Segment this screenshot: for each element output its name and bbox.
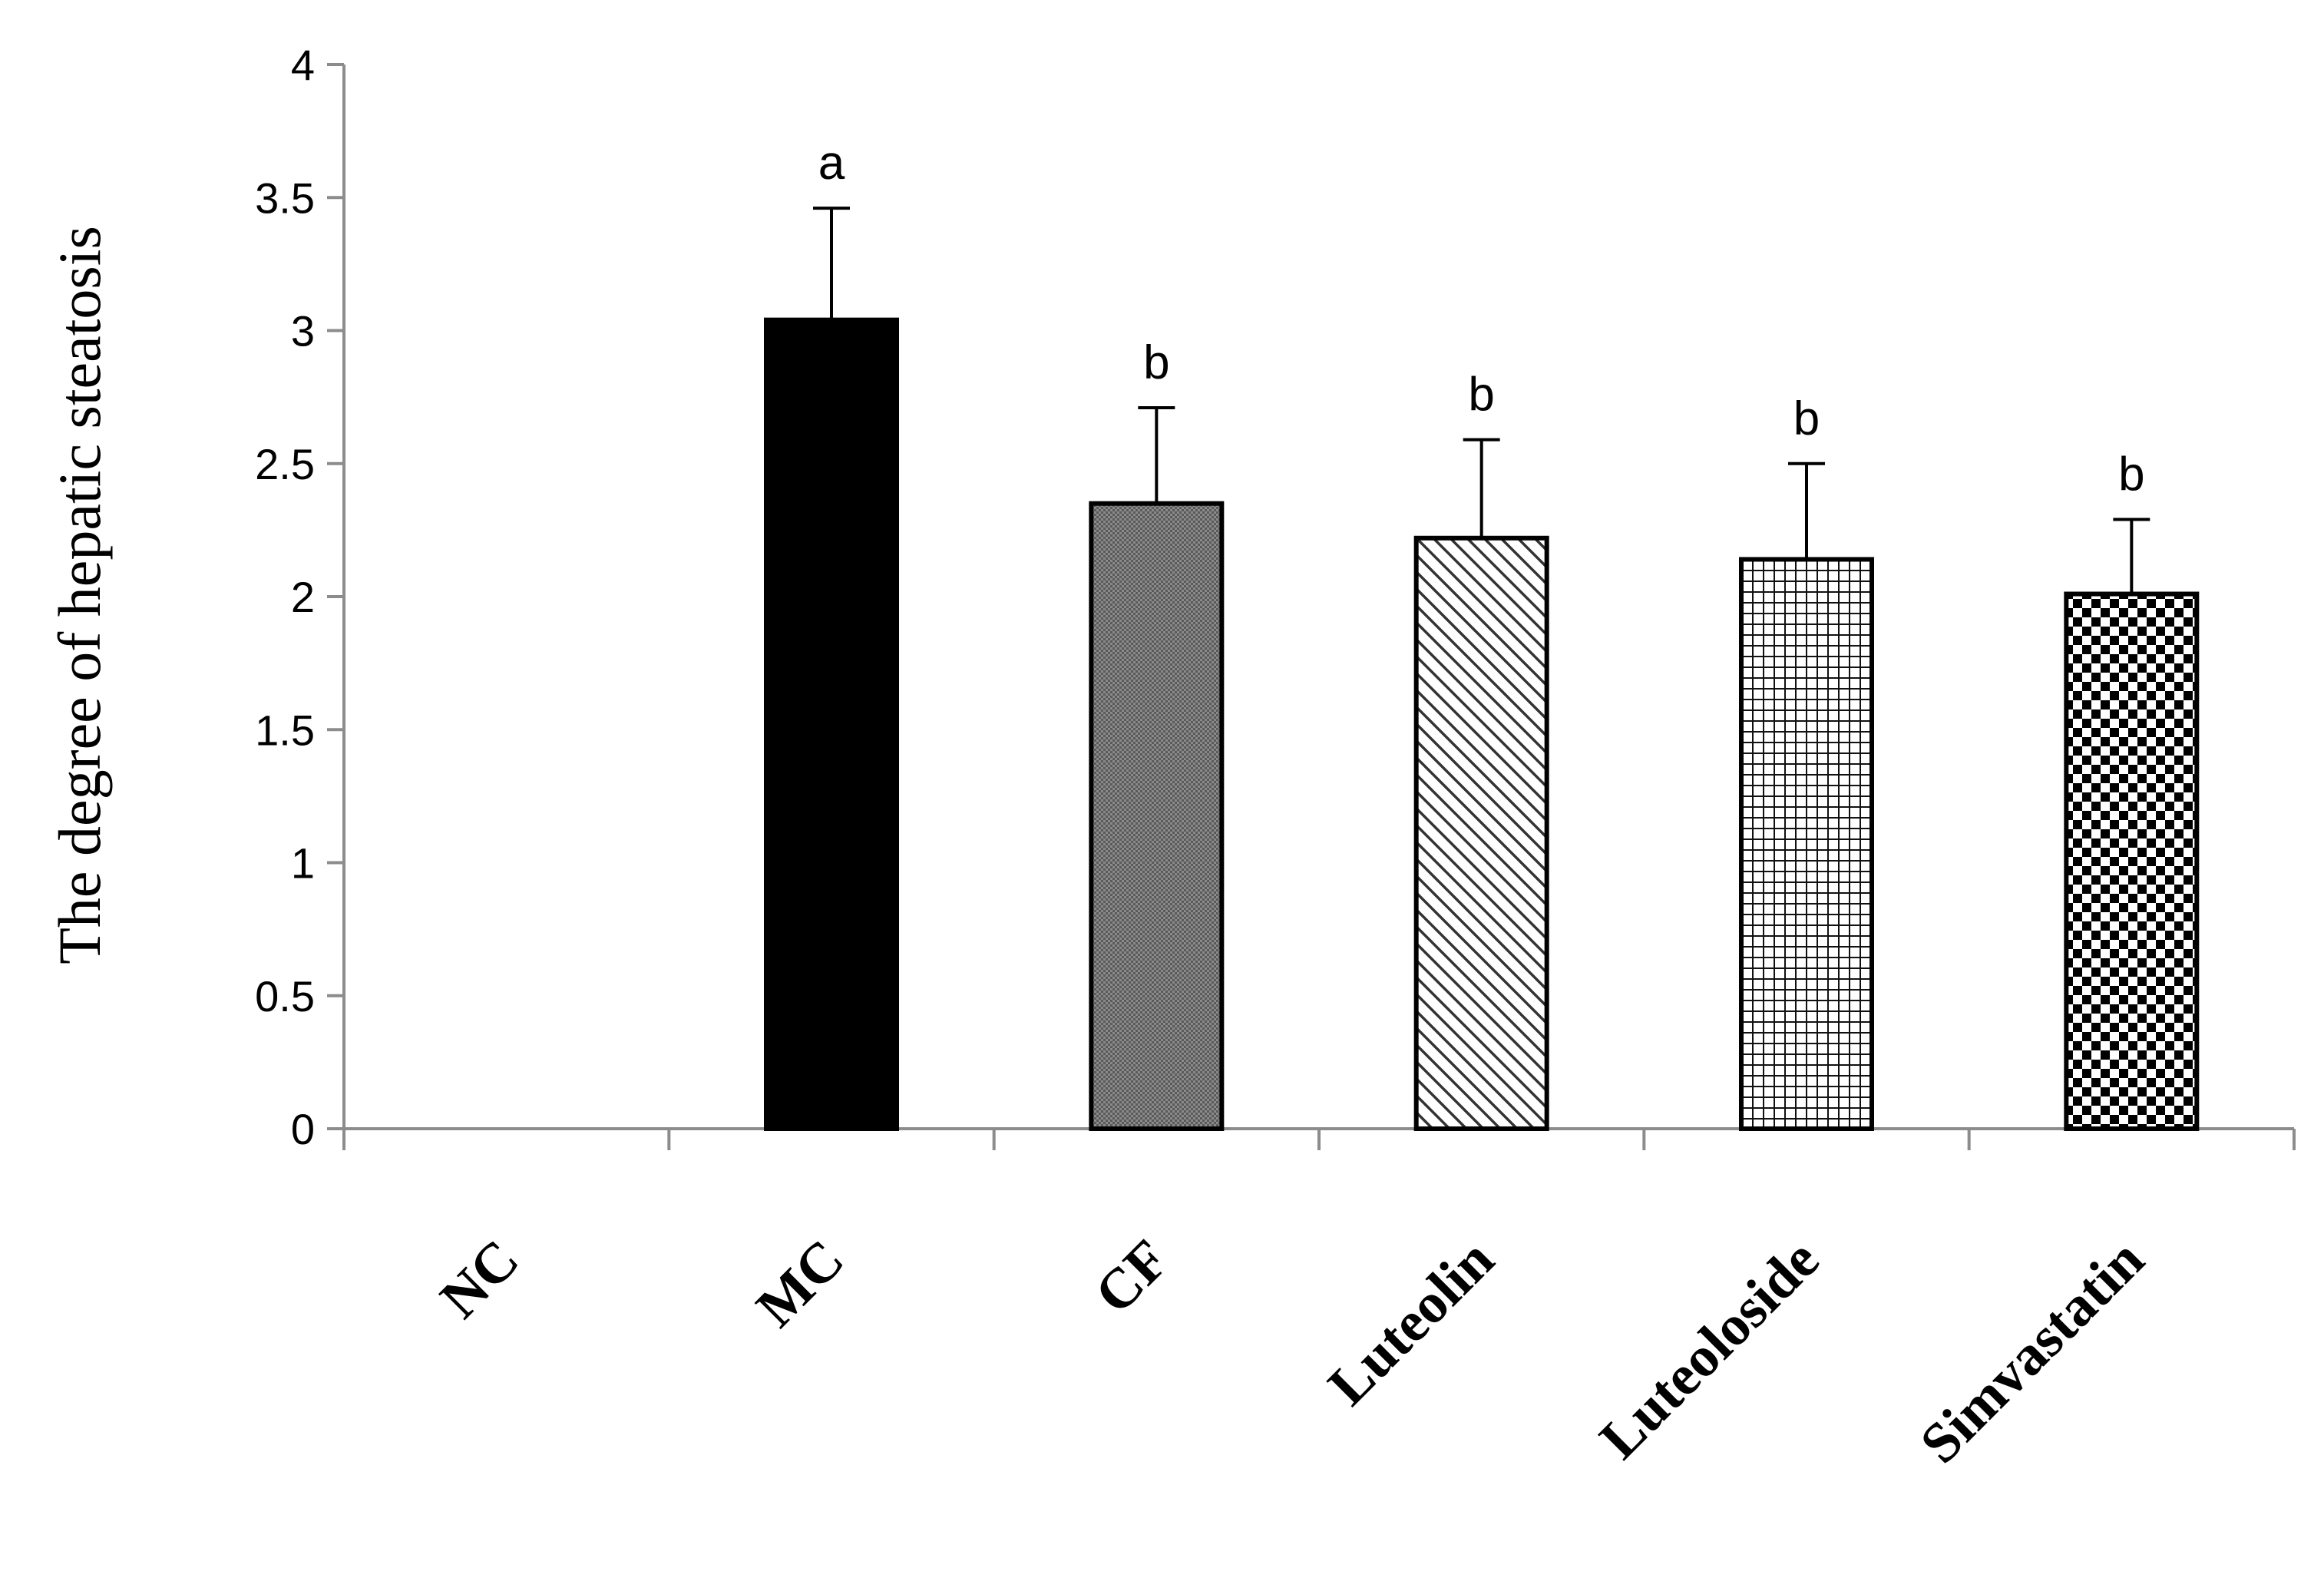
- error-bar-mc: [813, 207, 850, 320]
- y-tick-label: 2.5: [255, 440, 315, 488]
- bar-luteoloside: [1739, 557, 1874, 1131]
- bar-mc: [764, 317, 899, 1131]
- y-tick-label: 3: [291, 307, 315, 356]
- category-label-luteolin: Luteolin: [1317, 1228, 1506, 1417]
- y-tick-label: 1.5: [255, 706, 315, 754]
- y-axis: 0 0.5 1 1.5 2 2.5 3 3.5 4: [255, 41, 345, 1153]
- error-bar-luteolin: [1463, 438, 1500, 538]
- bar-cf: [1089, 501, 1225, 1131]
- y-axis-title: The degree of hepatic steatosis: [46, 226, 113, 964]
- significance-label-simvastatin: b: [2118, 448, 2144, 501]
- bar-simvastatin: [2064, 591, 2200, 1131]
- significance-labels: a b b b b: [818, 137, 2145, 501]
- significance-label-mc: a: [818, 137, 845, 190]
- category-label-nc: NC: [428, 1228, 531, 1331]
- error-bars: [813, 207, 2150, 594]
- category-label-cf: CF: [1083, 1228, 1182, 1326]
- y-tick-label: 4: [291, 41, 315, 89]
- error-bar-simvastatin: [2113, 518, 2150, 594]
- significance-label-luteoloside: b: [1793, 392, 1820, 445]
- y-tick-label: 0.5: [255, 972, 315, 1020]
- error-bar-luteoloside: [1788, 461, 1825, 560]
- bars: [764, 317, 2200, 1131]
- x-axis: [342, 1127, 2296, 1150]
- y-tick-label: 1: [291, 839, 315, 888]
- significance-label-cf: b: [1143, 336, 1169, 389]
- bar-luteolin: [1413, 535, 1549, 1131]
- y-tick-label: 3.5: [255, 174, 315, 222]
- significance-label-luteolin: b: [1468, 369, 1494, 422]
- category-label-luteoloside: Luteoloside: [1588, 1228, 1831, 1471]
- y-tick-label: 0: [291, 1105, 315, 1153]
- category-label-mc: MC: [745, 1228, 856, 1339]
- y-tick-label: 2: [291, 573, 315, 621]
- category-labels: NC MC CF Luteolin Luteoloside Simvastatin: [428, 1228, 2156, 1476]
- error-bar-cf: [1138, 405, 1175, 504]
- category-label-simvastatin: Simvastatin: [1909, 1228, 2157, 1476]
